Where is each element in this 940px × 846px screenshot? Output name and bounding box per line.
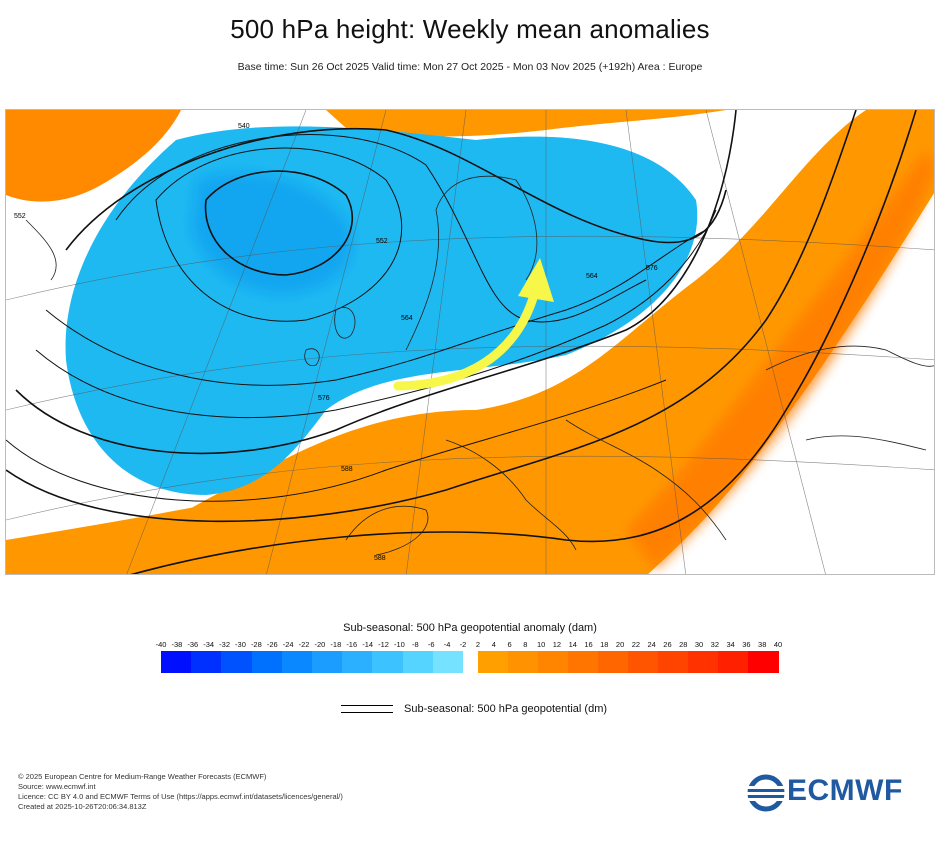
colorbar-tick-label: 6 bbox=[507, 640, 512, 649]
contour-label: 588 bbox=[374, 555, 386, 562]
colorbar-tick-label: -14 bbox=[362, 640, 374, 649]
colorbar-segment bbox=[191, 651, 222, 673]
positive-anomaly-core bbox=[626, 150, 934, 570]
colorbar-segment bbox=[628, 651, 659, 673]
colorbar-segment bbox=[538, 651, 569, 673]
colorbar-segment bbox=[402, 651, 434, 673]
created-line: Created at 2025-10-26T20:06:34.813Z bbox=[18, 802, 147, 811]
colorbar-segment bbox=[568, 651, 599, 673]
colorbar-segment bbox=[718, 651, 749, 673]
ecmwf-logo-text: ECMWF bbox=[787, 774, 903, 807]
chart-title: 500 hPa height: Weekly mean anomalies bbox=[230, 14, 710, 44]
colorbar-tick-label: -28 bbox=[250, 640, 262, 649]
colorbar-segment bbox=[312, 651, 343, 673]
colorbar-positive bbox=[478, 651, 779, 673]
colorbar-tick-label: 36 bbox=[742, 640, 751, 649]
colorbar-segment bbox=[372, 651, 404, 673]
colorbar-tick-label: -10 bbox=[393, 640, 405, 649]
colorbar-tick-label: -22 bbox=[298, 640, 310, 649]
ecmwf-logo: ECMWF bbox=[747, 772, 927, 812]
colorbar-tick-label: 12 bbox=[552, 640, 562, 649]
colorbar-segment bbox=[508, 651, 539, 673]
colorbar-segment bbox=[658, 651, 689, 673]
colorbar-tick-label: -2 bbox=[459, 640, 467, 649]
colorbar-segment bbox=[251, 651, 283, 673]
colorbar-tick-label: 16 bbox=[584, 640, 593, 649]
colorbar-tick-label: -16 bbox=[346, 640, 358, 649]
colorbar-segment bbox=[161, 651, 192, 673]
colorbar-tick-label: -12 bbox=[378, 640, 389, 649]
colorbar-positive-ticks: 2 4 6 8 10 12 14 16 18 20 22 24 26 28 30 32 34 36 38 40 bbox=[475, 640, 782, 650]
colorbar-segment bbox=[281, 651, 313, 673]
contour-label: 552 bbox=[14, 213, 26, 220]
flow-arrow bbox=[393, 258, 554, 391]
colorbar-tick-label: -8 bbox=[411, 640, 419, 649]
colorbar-tick-label: 20 bbox=[615, 640, 625, 649]
colorbar-tick-label: 32 bbox=[710, 640, 719, 649]
contour-labels: 540 552 564 576 588 552 564 576 588 bbox=[14, 123, 658, 562]
licence-line: Licence: CC BY 4.0 and ECMWF Terms of Us… bbox=[18, 792, 343, 801]
contour-legend-label: Sub-seasonal: 500 hPa geopotential (dm) bbox=[404, 703, 608, 715]
colorbar-tick-label: -4 bbox=[443, 640, 451, 649]
colorbar-segment bbox=[342, 651, 373, 673]
colorbar-tick-label: -38 bbox=[171, 640, 183, 649]
colorbar-segment bbox=[688, 651, 719, 673]
contour-legend-line bbox=[341, 712, 393, 713]
colorbar-segment bbox=[748, 651, 779, 673]
anomaly-map: 540 552 564 576 588 552 564 576 588 bbox=[5, 109, 935, 575]
positive-anomaly-south bbox=[6, 410, 483, 574]
colorbar-tick-label: 18 bbox=[600, 640, 609, 649]
chart-subtitle: Base time: Sun 26 Oct 2025 Valid time: M… bbox=[237, 61, 703, 73]
colorbar-tick-label: -24 bbox=[282, 640, 294, 649]
ecmwf-logo-icon bbox=[747, 774, 785, 812]
colorbar-tick-label: -34 bbox=[203, 640, 215, 649]
colorbar-tick-label: 8 bbox=[523, 640, 528, 649]
footer-credits: © 2025 European Centre for Medium-Range … bbox=[18, 772, 343, 812]
colorbar-segment bbox=[598, 651, 629, 673]
contour-label: 552 bbox=[376, 238, 388, 245]
colorbar-tick-label: -20 bbox=[314, 640, 326, 649]
colorbar-tick-label: 24 bbox=[647, 640, 656, 649]
positive-anomaly-north bbox=[326, 110, 726, 137]
geopotential-contours bbox=[6, 110, 917, 574]
colorbar-tick-label: 38 bbox=[758, 640, 767, 649]
colorbar-tick-label: -18 bbox=[330, 640, 342, 649]
colorbar-segment bbox=[432, 651, 464, 673]
colorbar-tick-label: 10 bbox=[536, 640, 546, 649]
colorbar-tick-label: -36 bbox=[187, 640, 199, 649]
contour-label: 588 bbox=[341, 466, 353, 473]
contour-legend: Sub-seasonal: 500 hPa geopotential (dm) bbox=[0, 701, 940, 721]
colorbar-tick-label: 30 bbox=[694, 640, 704, 649]
colorbar-tick-label: 40 bbox=[773, 640, 783, 649]
colorbar-tick-label: 14 bbox=[568, 640, 577, 649]
colorbar-tick-label: 34 bbox=[726, 640, 735, 649]
colorbar-negative bbox=[161, 651, 464, 673]
colorbar-tick-label: -40 bbox=[155, 640, 167, 649]
contour-label: 564 bbox=[586, 273, 598, 280]
negative-anomaly-core bbox=[191, 172, 353, 295]
colorbar-segment bbox=[221, 651, 253, 673]
colorbar-tick-label: 22 bbox=[631, 640, 641, 649]
colorbar-tick-label: -30 bbox=[235, 640, 246, 649]
copyright-line: © 2025 European Centre for Medium-Range … bbox=[18, 772, 267, 781]
colorbar-tick-label: 28 bbox=[679, 640, 688, 649]
colorbar-title: Sub-seasonal: 500 hPa geopotential anoma… bbox=[343, 622, 597, 634]
colorbar-tick-label: -26 bbox=[266, 640, 278, 649]
positive-anomaly-northwest bbox=[6, 110, 181, 202]
map-canvas: 540 552 564 576 588 552 564 576 588 bbox=[6, 110, 934, 574]
colorbar-tick-label: 26 bbox=[663, 640, 672, 649]
colorbar-tick-label: -6 bbox=[427, 640, 435, 649]
coastlines bbox=[25, 175, 934, 556]
colorbar-tick-label: -32 bbox=[219, 640, 230, 649]
colorbar-tick-label: 2 bbox=[475, 640, 481, 649]
contour-legend-line bbox=[341, 705, 393, 706]
contour-label: 576 bbox=[646, 265, 658, 272]
colorbar-tick-label: 4 bbox=[491, 640, 496, 649]
source-line: Source: www.ecmwf.int bbox=[18, 782, 96, 791]
colorbar-negative-ticks: -40 -38 -36 -34 -32 -30 -28 -26 -24 -22 -20 -18 -16-… bbox=[156, 640, 467, 650]
contour-label: 540 bbox=[238, 123, 250, 130]
colorbar-segment bbox=[478, 651, 509, 673]
contour-label: 564 bbox=[401, 315, 413, 322]
contour-label: 576 bbox=[318, 395, 330, 402]
